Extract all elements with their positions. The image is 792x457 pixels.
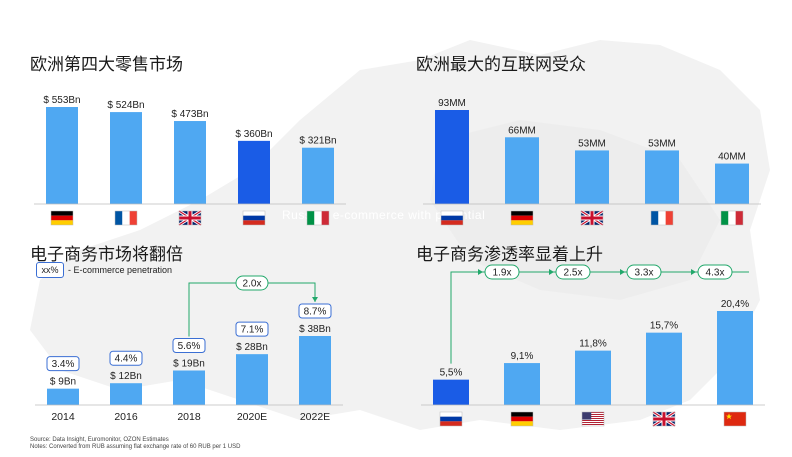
germany-flag <box>50 210 74 226</box>
france-flag <box>650 210 674 226</box>
bar-1-1 <box>505 137 539 204</box>
multiplier-label-0: 1.9x <box>493 268 512 279</box>
multiplier-line <box>450 271 749 364</box>
data-label-0-4: $ 321Bn <box>299 136 336 147</box>
russia-flag <box>439 411 463 427</box>
penetration-badge-1-box <box>109 350 143 366</box>
penetration-badge-0-box <box>46 356 80 372</box>
bar-0-3 <box>238 140 270 204</box>
growth-arrowhead <box>312 297 318 302</box>
penetration-badge-3: 7.1% <box>241 325 264 336</box>
bar-3-2 <box>575 350 611 405</box>
bar-1-4 <box>715 163 749 204</box>
multiplier-label-2: 3.3x <box>635 268 654 279</box>
uk-flag <box>178 209 202 227</box>
data-label-3-3: 15,7% <box>650 321 678 332</box>
legend-penetration-box: xx% <box>36 262 64 278</box>
france-flag <box>114 210 138 226</box>
penetration-badge-1: 4.4% <box>115 354 138 365</box>
multiplier-arrowhead-2 <box>620 269 625 275</box>
x-tick-label-2-1: 2016 <box>114 411 138 423</box>
bar-2-0 <box>47 388 79 405</box>
multiplier-pill-2 <box>626 264 662 280</box>
bar-0-1 <box>110 112 142 204</box>
penetration-badge-2: 5.6% <box>178 341 201 352</box>
bar-1-0 <box>435 110 469 204</box>
data-label-3-0: 5,5% <box>440 368 463 379</box>
bar-3-0 <box>433 379 469 405</box>
multiplier-label-1: 2.5x <box>564 268 583 279</box>
penetration-badge-0: 3.4% <box>52 359 75 370</box>
data-label-2-1: $ 12Bn <box>110 371 142 382</box>
multiplier-arrowhead-3 <box>691 269 696 275</box>
data-label-3-2: 11,8% <box>579 339 607 350</box>
penetration-badge-4-box <box>298 303 332 319</box>
bar-2-2 <box>173 370 205 405</box>
data-label-1-0: 93MM <box>438 98 466 109</box>
data-label-1-2: 53MM <box>578 138 606 149</box>
multiplier-arrowhead-0 <box>478 269 483 275</box>
data-label-0-3: $ 360Bn <box>235 129 272 140</box>
penetration-badge-3-box <box>235 321 269 337</box>
bar-1-3 <box>645 150 679 204</box>
chart-title-ecommerce: 电子商务市场将翻倍 <box>30 245 183 265</box>
data-label-0-0: $ 553Bn <box>43 95 80 106</box>
data-label-3-1: 9,1% <box>511 351 534 362</box>
notes-line: Notes: Converted from RUB assuming flat … <box>30 444 241 450</box>
x-tick-label-2-2: 2018 <box>177 411 201 423</box>
multiplier-pill-1 <box>555 264 591 280</box>
x-tick-label-2-4: 2022E <box>300 411 330 423</box>
penetration-badge-4: 8.7% <box>304 307 327 318</box>
source-notes: Source: Data Insight, Euromonitor, OZON … <box>30 437 240 451</box>
data-label-0-2: $ 473Bn <box>171 109 208 120</box>
bar-2-3 <box>236 354 268 405</box>
watermark-text: Russian e-commerce with potential <box>282 208 486 222</box>
data-label-3-4: 20,4% <box>721 299 749 310</box>
uk-flag <box>580 209 604 227</box>
bar-3-1 <box>504 363 540 405</box>
russia-flag <box>440 210 464 226</box>
data-label-1-4: 40MM <box>718 152 746 163</box>
uk-flag <box>652 410 676 428</box>
bar-0-2 <box>174 121 206 204</box>
multiplier-pill-3 <box>697 264 733 280</box>
data-label-2-4: $ 38Bn <box>299 324 331 335</box>
multiplier-pill-0 <box>484 264 520 280</box>
russia-flag <box>242 210 266 226</box>
data-label-2-2: $ 19Bn <box>173 359 205 370</box>
bar-3-3 <box>646 332 682 405</box>
penetration-badge-2-box <box>172 338 206 353</box>
multiplier-arrowhead-1 <box>549 269 554 275</box>
growth-label: 2.0x <box>243 279 262 290</box>
bar-0-4 <box>302 147 334 204</box>
chart-title-internet: 欧洲最大的互联网受众 <box>416 55 586 75</box>
data-label-2-3: $ 28Bn <box>236 342 268 353</box>
legend-penetration-text: - E-commerce penetration <box>68 265 173 275</box>
bar-2-4 <box>299 336 331 405</box>
growth-pill <box>235 275 269 291</box>
china-flag <box>723 411 747 427</box>
bar-1-2 <box>575 150 609 204</box>
source-line: Source: Data Insight, Euromonitor, OZON … <box>30 437 169 443</box>
x-tick-label-2-3: 2020E <box>237 411 267 423</box>
multiplier-label-3: 4.3x <box>706 268 725 279</box>
data-label-1-1: 66MM <box>508 125 536 136</box>
x-tick-label-2-0: 2014 <box>51 411 75 423</box>
chart-title-penetration: 电子商务渗透率显着上升 <box>416 245 603 265</box>
bar-0-0 <box>46 107 78 204</box>
germany-flag <box>510 411 534 427</box>
bar-3-4 <box>717 311 753 405</box>
data-label-0-1: $ 524Bn <box>107 100 144 111</box>
data-label-1-3: 53MM <box>648 138 676 149</box>
bar-2-1 <box>110 383 142 405</box>
italy-flag <box>306 210 330 226</box>
data-label-2-0: $ 9Bn <box>50 377 76 388</box>
usa-flag <box>581 411 605 427</box>
chart-title-retail: 欧洲第四大零售市场 <box>30 55 183 75</box>
italy-flag <box>720 210 744 226</box>
germany-flag <box>510 210 534 226</box>
